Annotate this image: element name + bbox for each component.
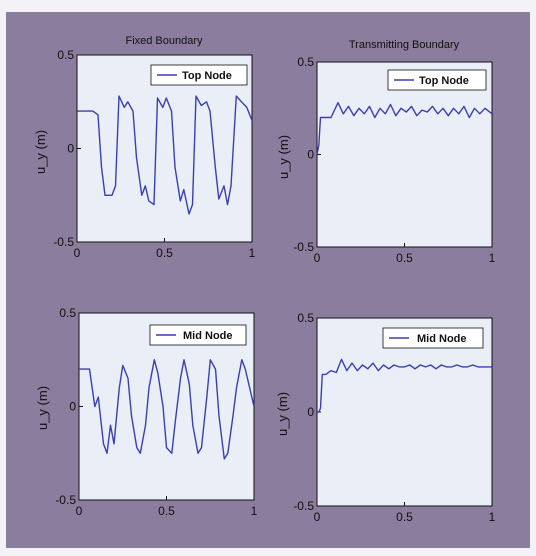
y-axis-label: u_y (m) — [275, 392, 290, 436]
panel-transmitting-top: Transmitting Boundary u_y (m) 0.50-0.50 0… — [276, 39, 496, 265]
legend: Mid Node — [149, 324, 247, 346]
x-tick-label: 0 — [314, 510, 321, 524]
legend-label: Top Node — [182, 70, 232, 82]
panel-transmitting-mid: u_y (m) 0.50-0.50 0.5 1 Mid Node — [275, 311, 496, 524]
y-tick-label: -0.5 — [53, 235, 74, 249]
x-tick-label: 0 — [74, 246, 81, 260]
axis-ticks: 0.50-0.50 0.5 1 — [55, 306, 257, 518]
legend-label: Mid Node — [417, 333, 467, 345]
y-tick-label: -0.5 — [55, 493, 76, 507]
legend: Mid Node — [382, 327, 484, 349]
y-tick-label: 0.5 — [297, 311, 314, 325]
chart-title: Fixed Boundary — [125, 35, 203, 47]
x-tick-label: 0.5 — [396, 251, 413, 265]
y-axis-label: u_y (m) — [35, 386, 50, 430]
x-tick-label: 0.5 — [158, 504, 175, 518]
legend-box — [149, 324, 247, 346]
legend: Top Node — [387, 69, 487, 91]
y-tick-label: 0.5 — [59, 306, 76, 320]
axis-ticks: 0.50-0.50 0.5 1 — [53, 48, 255, 260]
y-tick-label: 0 — [69, 400, 76, 414]
series-line-mid-node — [317, 358, 492, 413]
x-tick-label: 0 — [314, 251, 321, 265]
plot-area — [316, 61, 493, 248]
axis-ticks: 0.50-0.50 0.5 1 — [293, 55, 495, 265]
x-tick-label: 1 — [249, 246, 256, 260]
x-tick-label: 0 — [76, 504, 83, 518]
x-tick-label: 1 — [251, 504, 258, 518]
chart-title: Transmitting Boundary — [349, 39, 460, 51]
x-tick-label: 0.5 — [156, 246, 173, 260]
series-line-top-node — [316, 102, 493, 155]
panel-fixed-mid: u_y (m) 0.50-0.50 0.5 1 Mid Node — [35, 306, 258, 518]
series-line-top-node — [77, 95, 253, 215]
y-tick-label: -0.5 — [293, 499, 314, 513]
series-line-mid-node — [79, 359, 255, 460]
y-tick-label: 0 — [67, 142, 74, 156]
legend-box — [387, 69, 487, 91]
legend-label: Mid Node — [183, 330, 233, 342]
legend-label: Top Node — [419, 75, 469, 87]
y-tick-label: 0 — [307, 148, 314, 162]
y-tick-label: 0.5 — [57, 48, 74, 62]
legend-box — [150, 64, 248, 86]
x-tick-label: 1 — [489, 510, 496, 524]
y-axis-label: u_y (m) — [276, 135, 291, 179]
x-tick-label: 1 — [489, 251, 496, 265]
y-tick-label: 0 — [307, 405, 314, 419]
legend: Top Node — [150, 64, 248, 86]
legend-box — [382, 327, 484, 349]
plot-area — [76, 54, 253, 243]
x-tick-label: 0.5 — [396, 510, 413, 524]
y-axis-label: u_y (m) — [33, 130, 48, 174]
y-tick-label: -0.5 — [293, 240, 314, 254]
y-tick-label: 0.5 — [297, 55, 314, 69]
panel-fixed-top: Fixed Boundary u_y (m) 0.50-0.50 0.5 1 Top… — [33, 35, 256, 260]
axis-ticks: 0.50-0.50 0.5 1 — [293, 311, 495, 524]
